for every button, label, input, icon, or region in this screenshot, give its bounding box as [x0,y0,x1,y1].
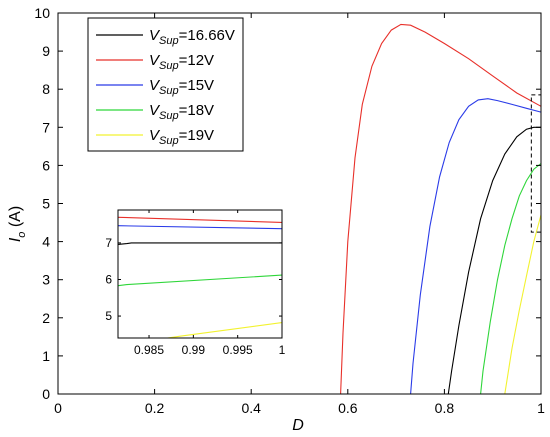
y-tick-label: 1 [42,348,50,364]
inset-x-tick-label: 1 [279,343,286,357]
inset-series-layer [118,216,282,338]
y-tick-label: 0 [42,386,50,402]
inset-background [118,210,282,338]
series-line-15V [82,98,542,395]
inset-series-line-18V [118,274,282,287]
y-tick-label: 6 [42,157,50,173]
y-tick-label: 2 [42,310,50,326]
x-tick-label: 0 [54,400,62,416]
y-tick-label: 3 [42,272,50,288]
legend-label-12V: VSup=12V [149,52,214,72]
y-tick-label: 5 [42,196,50,212]
y-tick-label: 7 [42,119,50,135]
y-tick-label: 10 [34,5,50,21]
series-line-18V [82,163,542,395]
x-tick-label: 0.2 [145,400,165,416]
x-tick-label: 0.8 [435,400,455,416]
y-tick-label: 9 [42,43,50,59]
inset-y-tick-label: 5 [105,309,112,323]
inset-x-tick-label: 0.985 [134,343,164,357]
x-axis-ticks: 0 0.2 0.4 0.6 0.8 1 [54,13,545,416]
series-line-12V [82,23,542,395]
x-tick-label: 0.6 [338,400,358,416]
legend-label-19V: VSup=19V [149,127,214,147]
y-axis-label: Io (A) [7,206,28,242]
inset-y-tick-label: 6 [105,272,112,286]
y-tick-label: 4 [42,234,50,250]
x-axis-label: D [292,417,304,434]
legend-label-15V: VSup=15V [149,77,214,97]
legend: VSup=16.66V VSup=12V VSup=15V VSup=18V VSup=… [87,17,244,152]
series-layer [82,23,542,395]
legend-label-18V: VSup=18V [149,102,214,122]
inset-series-line-16.66V [118,242,282,245]
inset-x-tick-label: 0.99 [182,343,206,357]
inset-series-line-15V [118,225,282,230]
inset-series-line-19V [164,322,282,338]
inset-series-line-12V [118,216,282,223]
inset-frame [117,209,283,339]
y-axis-ticks: 0 1 2 3 4 5 6 7 8 9 10 [34,5,541,402]
inset-zoom-plot: 0.985 0.99 0.995 1 5 6 7 [105,209,286,357]
series-line-16.66V [82,126,541,395]
inset-x-tick-label: 0.995 [223,343,253,357]
x-tick-label: 1 [537,400,545,416]
inset-y-tick-label: 7 [105,236,112,250]
x-tick-label: 0.4 [241,400,261,416]
series-line-19V [82,214,542,395]
y-tick-label: 8 [42,81,50,97]
legend-label-16.66V: VSup=16.66V [149,27,235,47]
